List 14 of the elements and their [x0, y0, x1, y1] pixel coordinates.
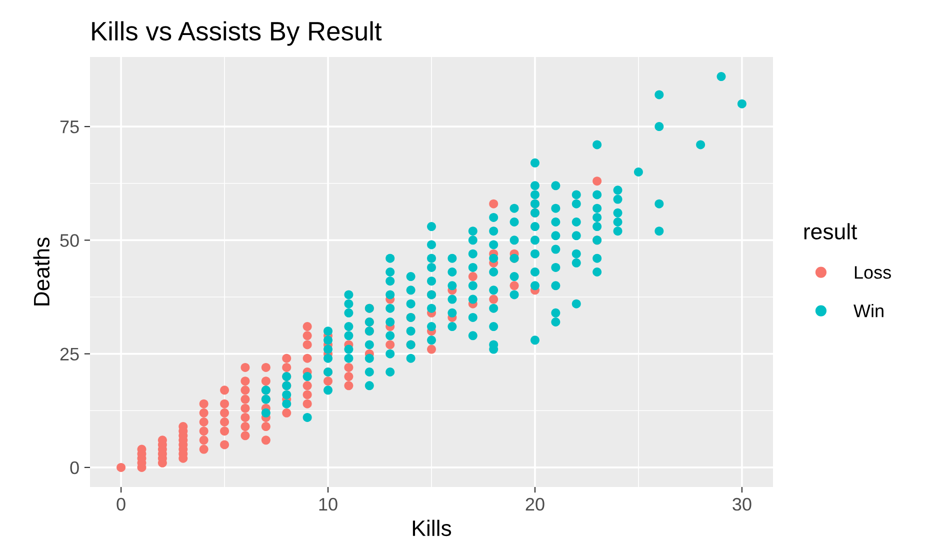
y-tick-label: 0: [70, 461, 79, 474]
legend-label: Win: [854, 304, 884, 318]
y-tick-label: 50: [60, 234, 79, 247]
x-tick-label: 10: [319, 498, 338, 511]
x-axis-title: Kills: [412, 520, 452, 536]
chart-title: Kills vs Assists By Result: [92, 21, 382, 46]
x-tick-label: 20: [526, 498, 544, 511]
y-tick-label: 75: [60, 120, 79, 134]
legend-title: result: [804, 223, 858, 240]
y-tick-label: 25: [60, 348, 79, 361]
y-axis-title: Deaths: [33, 238, 50, 306]
x-tick-label: 30: [732, 498, 752, 511]
x-tick-label: 0: [116, 498, 126, 511]
legend-label: Loss: [854, 266, 891, 279]
